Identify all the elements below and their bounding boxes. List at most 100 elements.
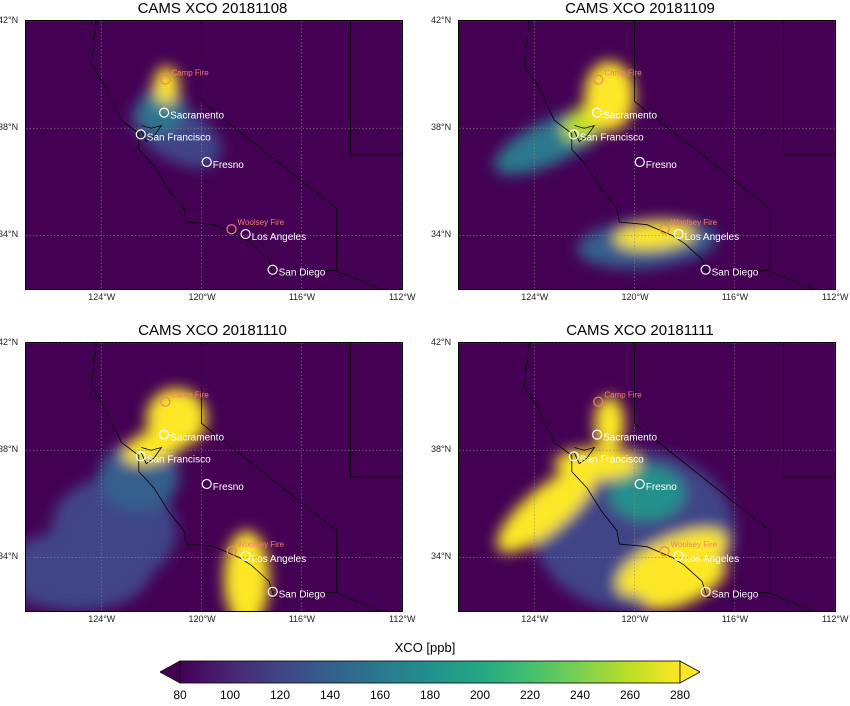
x-tick-label: 116°W [288,292,316,302]
x-tick-label: 120°W [621,614,649,624]
city-label: San Diego [712,268,759,279]
map-svg: Sacramento San Francisco Fresno Los Angeles… [26,343,402,611]
boundary-line [783,343,835,478]
city-marker [634,156,645,168]
fire-marker [226,546,237,557]
x-tick-label: 124°W [88,614,116,624]
fire-label: Woolsey Fire [238,540,285,549]
boundary-line [634,343,771,593]
fire-marker [659,546,670,557]
city-label: Los Angeles [685,232,740,243]
map-area: Sacramento San Francisco Fresno Los Angeles… [25,20,403,290]
fire-label: Camp Fire [171,391,209,400]
city-marker [159,107,170,118]
map-area: Sacramento San Francisco Fresno Los Angeles… [458,20,836,290]
city-label: Sacramento [170,433,224,444]
colorbar-title: XCO [ppb] [394,640,456,655]
city-marker [135,451,146,462]
panel-20181109: CAMS XCO 20181109 Sacramento San Francisc… [430,0,850,320]
city-label: Los Angeles [252,232,306,243]
fire-marker [593,396,604,407]
x-tick-label: 116°W [721,292,749,302]
city-marker [201,478,212,490]
x-tick-label: 112°W [822,614,849,624]
city-label: San Francisco [147,454,211,465]
city-marker [135,129,146,140]
y-tick-label: 38°N [0,122,19,133]
y-tick-label: 34°N [0,229,19,240]
city-marker [673,228,684,240]
city-label: Los Angeles [252,554,306,565]
city-label: Fresno [213,482,245,493]
boundary-line [274,269,382,289]
boundary-line [350,343,402,478]
city-marker [159,429,170,440]
map-svg: Sacramento San Francisco Fresno Los Angeles… [459,21,835,289]
boundary-line [350,21,402,156]
fire-label: Camp Fire [604,69,642,78]
fire-label: Camp Fire [604,391,642,400]
city-marker [267,586,278,597]
city-marker [592,107,603,118]
y-tick-label: 34°N [431,551,452,562]
panel-title: CAMS XCO 20181109 [565,0,715,17]
colorbar-tick-label: 120 [269,688,291,702]
city-marker [634,478,645,490]
plume [609,466,685,520]
y-tick-label: 42°N [0,337,19,347]
panel-title: CAMS XCO 20181111 [566,322,714,339]
colorbar-tick-label: 160 [369,688,391,702]
city-marker [700,264,711,275]
boundary-line [90,343,275,598]
x-tick-label: 120°W [621,292,649,302]
city-marker [240,550,251,562]
x-tick-label: 120°W [188,292,216,302]
fire-marker [226,224,237,235]
city-label: San Francisco [147,132,211,143]
y-tick-label: 38°N [0,444,19,455]
plume [122,425,190,465]
city-label: Sacramento [603,111,657,122]
boundary-line [140,124,163,143]
fire-label: Woolsey Fire [238,218,285,227]
colorbar-tick-label: 200 [469,688,491,702]
boundary-line [201,343,338,593]
y-tick-label: 42°N [431,337,452,347]
city-marker [240,228,251,240]
boundary-line [274,591,382,611]
panel-20181111: CAMS XCO 20181111 Sacramento San Francisc… [430,322,850,632]
panel-20181108: CAMS XCO 20181108 Sacramento San Francisc… [0,0,425,320]
boundary-line [707,269,815,289]
y-tick-label: 42°N [431,15,452,25]
city-label: San Diego [279,590,326,601]
plume [584,61,635,131]
plume [616,529,728,597]
colorbar-tick-label: 260 [619,688,641,702]
colorbar-tick-label: 80 [173,688,187,702]
colorbar-tick-label: 280 [669,688,691,702]
plume [496,465,597,553]
plume [594,396,625,451]
city-label: San Francisco [580,132,644,143]
colorbar-tick-label: 100 [219,688,241,702]
fire-marker [160,396,171,407]
city-marker [267,264,278,275]
x-tick-label: 112°W [389,292,416,302]
boundary-line [201,21,338,271]
panel-title: CAMS XCO 20181108 [137,0,288,17]
panel-20181110: CAMS XCO 20181110 Sacramento San Francisc… [0,322,425,632]
map-area: Sacramento San Francisco Fresno Los Angeles… [25,342,403,612]
city-label: Fresno [646,160,678,171]
x-tick-label: 124°W [521,292,549,302]
boundary-line [634,21,771,271]
y-tick-label: 34°N [431,229,452,240]
x-tick-label: 120°W [188,614,216,624]
city-marker [568,451,579,462]
x-tick-label: 116°W [721,614,749,624]
city-label: Fresno [646,482,678,493]
fire-label: Woolsey Fire [671,540,718,549]
boundary-line [140,446,163,465]
fire-label: Camp Fire [171,69,209,78]
panel-title: CAMS XCO 20181110 [138,322,287,339]
city-marker [592,429,603,440]
